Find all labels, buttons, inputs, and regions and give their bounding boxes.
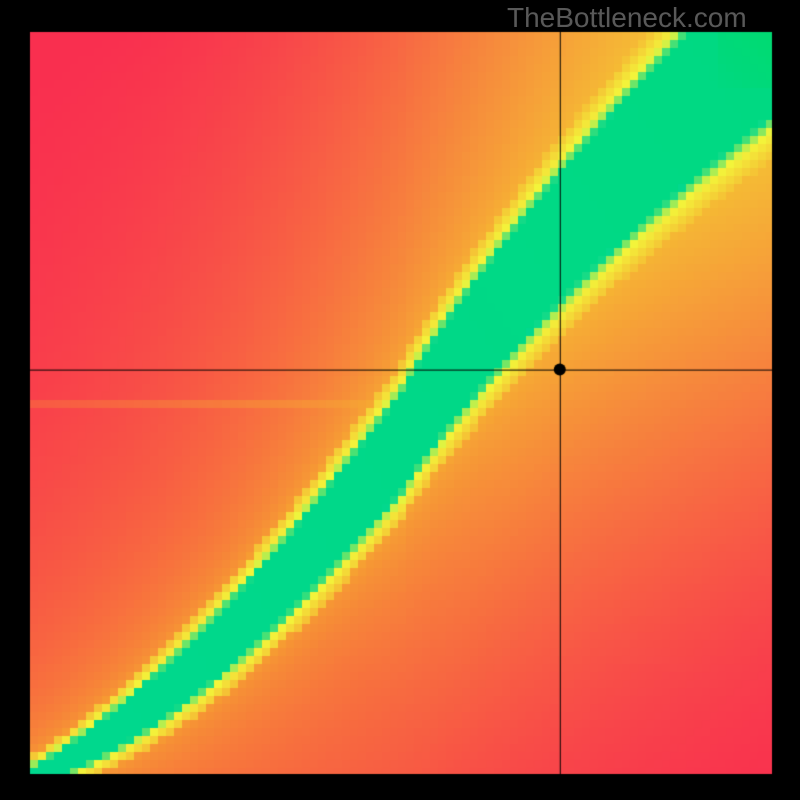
bottleneck-heatmap <box>0 0 800 800</box>
chart-container: TheBottleneck.com <box>0 0 800 800</box>
watermark-text: TheBottleneck.com <box>507 2 747 34</box>
